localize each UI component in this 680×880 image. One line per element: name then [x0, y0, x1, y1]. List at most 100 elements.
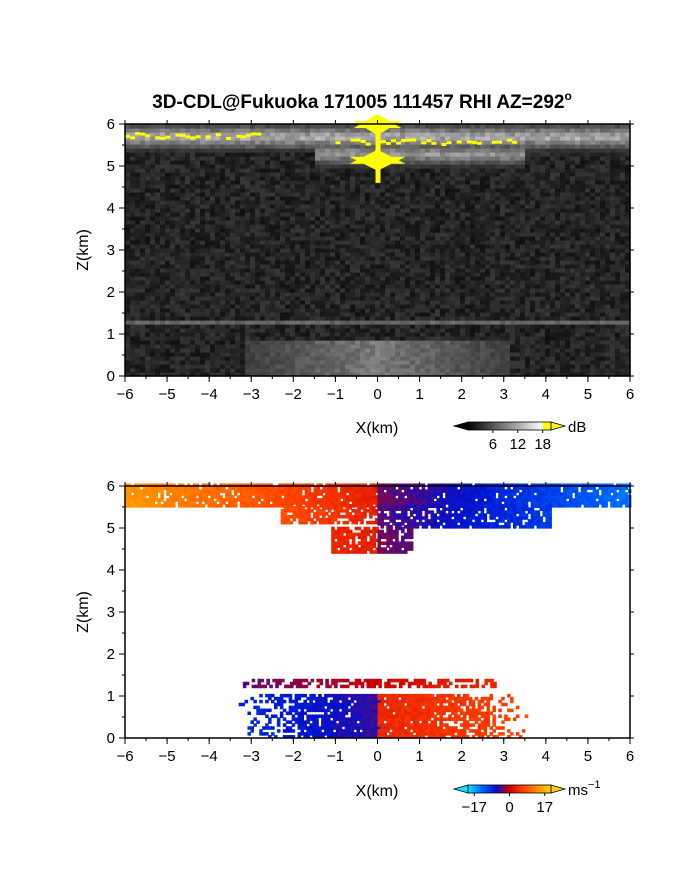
reflectivity-cell: [255, 320, 261, 325]
reflectivity-cell: [585, 340, 591, 345]
reflectivity-cell: [610, 348, 616, 353]
reflectivity-cell: [550, 204, 556, 209]
reflectivity-cell: [175, 212, 181, 217]
reflectivity-cell: [540, 248, 546, 253]
reflectivity-cell: [320, 212, 326, 217]
reflectivity-cell: [185, 228, 191, 233]
reflectivity-cell: [500, 256, 506, 261]
reflectivity-cell: [365, 288, 371, 293]
reflectivity-cell: [325, 324, 331, 329]
reflectivity-cell: [580, 276, 586, 281]
reflectivity-cell: [365, 180, 371, 185]
reflectivity-cell: [540, 268, 546, 273]
reflectivity-cell: [475, 320, 481, 325]
reflectivity-cell: [615, 316, 621, 321]
reflectivity-cell: [565, 252, 571, 257]
reflectivity-cell: [490, 372, 496, 377]
reflectivity-cell: [480, 264, 486, 269]
reflectivity-cell: [320, 316, 326, 321]
reflectivity-cell: [290, 332, 296, 337]
reflectivity-cell: [560, 368, 566, 373]
reflectivity-cell: [325, 196, 331, 201]
reflectivity-cell: [470, 368, 476, 373]
reflectivity-cell: [255, 232, 261, 237]
reflectivity-cell: [370, 328, 376, 333]
reflectivity-cell: [345, 208, 351, 213]
reflectivity-cell: [365, 352, 371, 357]
reflectivity-cell: [280, 228, 286, 233]
reflectivity-cell: [615, 180, 621, 185]
reflectivity-cell: [335, 216, 341, 221]
reflectivity-cell: [600, 188, 606, 193]
reflectivity-cell: [620, 220, 626, 225]
reflectivity-cell: [410, 208, 416, 213]
reflectivity-cell: [245, 312, 251, 317]
reflectivity-cell: [380, 192, 386, 197]
reflectivity-cell: [505, 192, 511, 197]
reflectivity-cell: [460, 228, 466, 233]
reflectivity-cell: [405, 264, 411, 269]
reflectivity-cell: [580, 236, 586, 241]
reflectivity-cell: [440, 192, 446, 197]
reflectivity-cell: [560, 340, 566, 345]
reflectivity-cell: [525, 352, 531, 357]
reflectivity-cell: [415, 232, 421, 237]
reflectivity-cell: [555, 320, 561, 325]
reflectivity-cell: [395, 344, 401, 349]
reflectivity-cell: [370, 280, 376, 285]
reflectivity-cell: [445, 192, 451, 197]
reflectivity-cell: [510, 360, 516, 365]
reflectivity-cell: [575, 260, 581, 265]
reflectivity-cell: [460, 272, 466, 277]
reflectivity-cell: [565, 268, 571, 273]
reflectivity-cell: [480, 196, 486, 201]
reflectivity-cell: [340, 200, 346, 205]
reflectivity-cell: [585, 236, 591, 241]
reflectivity-cell: [495, 212, 501, 217]
reflectivity-cell: [440, 264, 446, 269]
reflectivity-cell: [385, 252, 391, 257]
reflectivity-cell: [555, 316, 561, 321]
reflectivity-cell: [620, 312, 626, 317]
reflectivity-cell: [225, 320, 231, 325]
reflectivity-cell: [340, 344, 346, 349]
reflectivity-cell: [455, 272, 461, 277]
reflectivity-cell: [205, 196, 211, 201]
reflectivity-cell: [185, 276, 191, 281]
reflectivity-cell: [140, 348, 146, 353]
reflectivity-cell: [485, 248, 491, 253]
reflectivity-cell: [245, 340, 251, 345]
reflectivity-cell: [220, 260, 226, 265]
reflectivity-cell: [255, 296, 261, 301]
reflectivity-cell: [290, 232, 296, 237]
reflectivity-cell: [600, 292, 606, 297]
reflectivity-cell: [510, 236, 516, 241]
reflectivity-cell: [325, 188, 331, 193]
reflectivity-cell: [190, 200, 196, 205]
reflectivity-cell: [480, 208, 486, 213]
reflectivity-cell: [615, 352, 621, 357]
reflectivity-cell: [605, 228, 611, 233]
reflectivity-cell: [625, 324, 631, 329]
reflectivity-cell: [175, 240, 181, 245]
reflectivity-cell: [615, 284, 621, 289]
reflectivity-cell: [235, 328, 241, 333]
reflectivity-cell: [330, 232, 336, 237]
reflectivity-cell: [160, 252, 166, 257]
reflectivity-cell: [155, 364, 161, 369]
reflectivity-cell: [335, 196, 341, 201]
reflectivity-cell: [345, 192, 351, 197]
reflectivity-cell: [220, 316, 226, 321]
reflectivity-cell: [325, 348, 331, 353]
reflectivity-cell: [590, 180, 596, 185]
reflectivity-cell: [375, 184, 381, 189]
reflectivity-cell: [175, 272, 181, 277]
reflectivity-cell: [605, 180, 611, 185]
reflectivity-cell: [535, 368, 541, 373]
reflectivity-cell: [210, 220, 216, 225]
reflectivity-cell: [585, 288, 591, 293]
reflectivity-cell: [300, 300, 306, 305]
reflectivity-cell: [470, 268, 476, 273]
reflectivity-cell: [200, 192, 206, 197]
